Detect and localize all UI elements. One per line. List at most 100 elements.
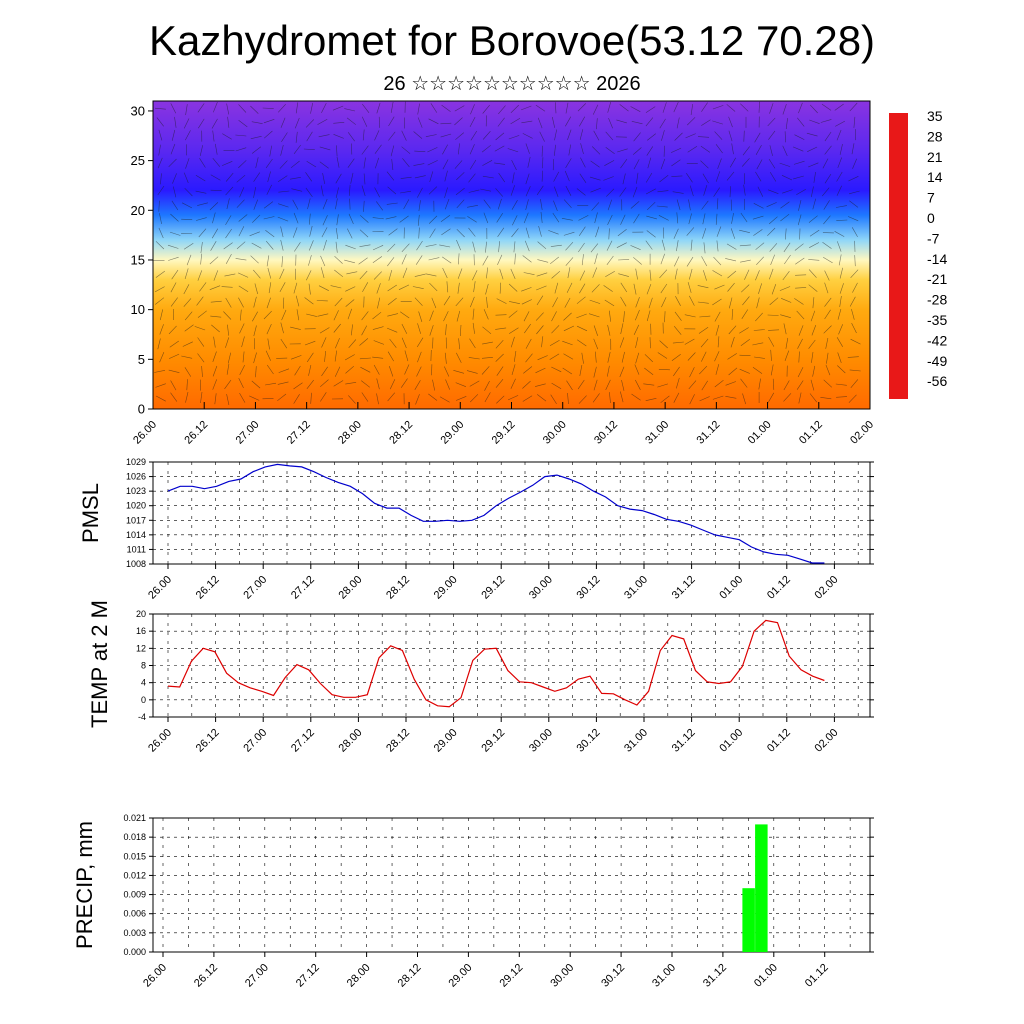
wind-vector [263,310,272,320]
wind-vector [565,116,572,127]
wind-vector [590,243,599,253]
wind-vector [455,382,467,387]
wind-vector [255,366,257,378]
wind-vector [486,296,488,308]
wind-vector [458,253,460,265]
wind-vector [168,369,180,373]
wind-vector [703,242,706,254]
wind-vector [401,254,407,265]
colorbar-label: 14 [927,169,943,185]
wind-vector [277,381,289,385]
wind-vector [851,227,858,238]
wind-vector [345,365,354,374]
wind-vector [780,201,790,209]
wind-vector [631,121,643,125]
wind-vector [768,392,775,403]
wind-vector [798,102,803,114]
wind-vector [824,145,832,155]
wind-vector [418,200,421,212]
wind-vector [820,397,832,400]
wind-vector [332,105,344,111]
wind-vector [291,188,303,192]
wind-vector [169,231,181,236]
y-tick-label: 1008 [126,559,146,569]
wind-vector [472,322,475,334]
wind-vector [739,354,751,356]
wind-vector [714,131,723,140]
wind-vector [403,199,410,210]
wind-vector [416,337,424,348]
wind-vector [644,354,654,363]
wind-vector [238,297,244,308]
wind-vector [594,212,598,224]
wind-vector [429,171,434,182]
x-tick-label: 29.12 [490,419,518,447]
x-tick-label: 01.12 [803,962,831,990]
wind-vector [617,148,628,153]
wind-vector [349,184,351,196]
wind-vector [523,272,535,275]
y-tick-label: 0 [138,402,145,417]
wind-vector [522,255,532,263]
wind-vector [634,364,640,375]
wind-vector [333,122,345,124]
wind-vector [648,297,653,309]
y-tick-label: 1017 [126,515,146,525]
wind-vector [670,147,682,153]
wind-vector [619,337,625,348]
wind-vector [497,227,505,237]
wind-vector [688,213,692,225]
wind-vector [495,379,504,388]
wind-vector [767,117,776,127]
wind-vector [250,255,259,264]
wind-vector [523,212,529,224]
wind-vector [238,119,248,128]
wind-vector [618,273,629,277]
wind-vector [823,325,832,334]
wind-vector [213,336,216,348]
wind-vector [728,130,733,142]
wind-vector [358,257,368,265]
wind-vector [375,157,379,169]
wind-vector [278,203,289,208]
wind-vector [296,309,300,321]
wind-vector [727,282,735,292]
wind-vector [729,157,736,168]
wind-vector [346,271,358,275]
wind-vector [281,132,288,142]
wind-vector [212,212,216,224]
x-tick-label: 27.00 [243,962,271,990]
wind-vector [321,227,328,238]
wind-vector [469,159,477,170]
wind-vector [525,199,529,210]
wind-vector [847,216,859,222]
wind-vector [606,240,613,251]
wind-vector [199,145,203,156]
wind-vector [837,309,842,320]
wind-vector [417,351,422,363]
wind-vector [387,284,397,292]
wind-vector [347,228,353,239]
wind-vector [752,366,763,374]
x-tick-label: 26.12 [194,574,222,602]
wind-vector [266,323,272,335]
wind-vector [349,198,351,210]
wind-vector [689,295,695,306]
wind-vector [674,311,682,321]
wind-vector [591,202,600,211]
colorbar-label: 21 [927,149,943,165]
wind-vector [535,312,544,321]
wind-vector [373,340,385,345]
wind-vector [511,228,519,238]
wind-vector [838,254,842,266]
wind-vector [743,184,746,196]
wind-vector [481,366,490,375]
wind-vector [497,198,502,210]
wind-vector [606,188,615,197]
wind-vector [209,285,221,290]
wind-vector [236,241,246,250]
wind-vector [593,366,597,378]
wind-vector [659,340,668,349]
cross-section-y-axis: 0 5 10 15 20 25 30 [131,103,153,417]
wind-vector [605,379,611,391]
